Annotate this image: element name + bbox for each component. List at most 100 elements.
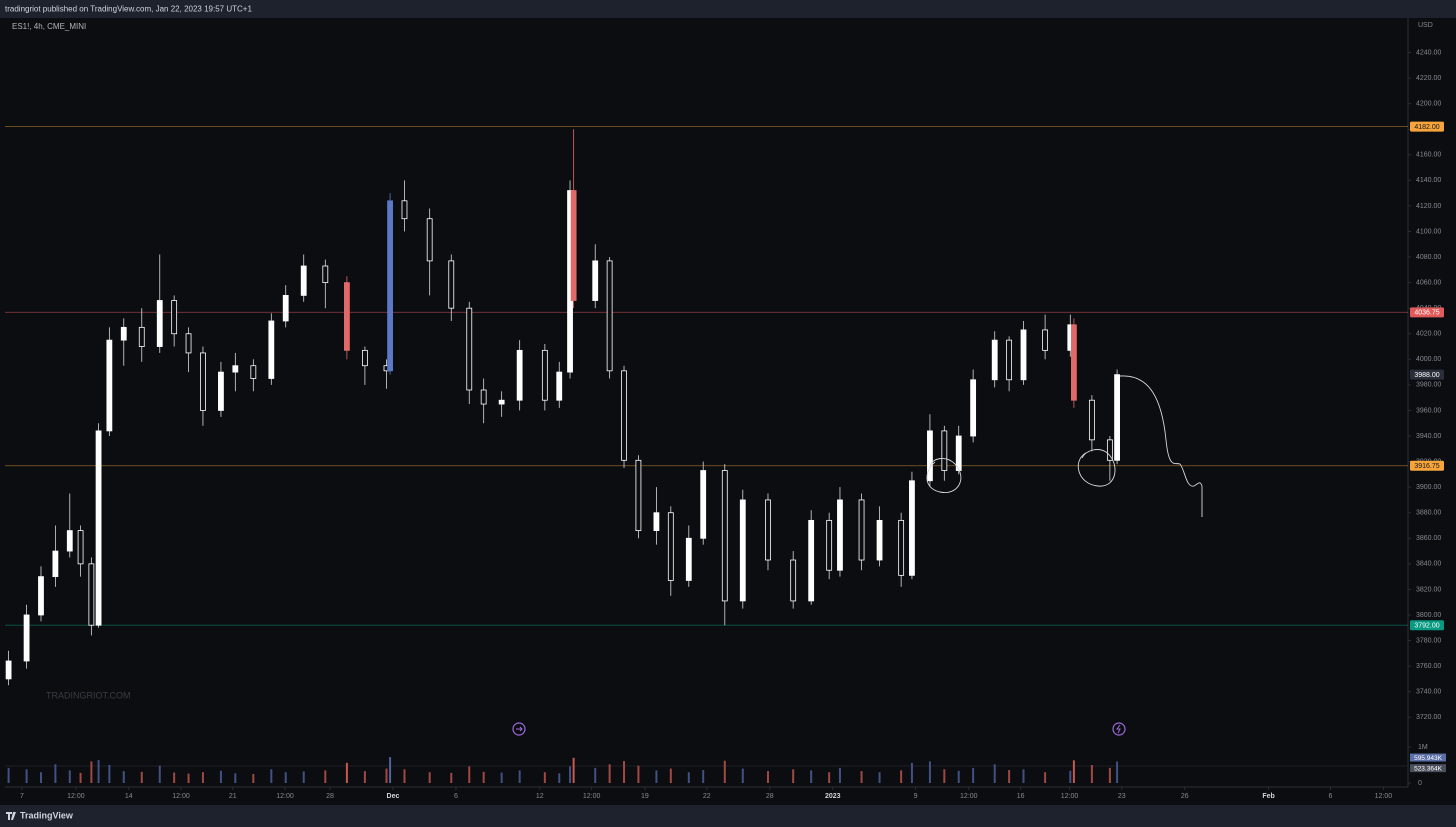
currency-label: USD xyxy=(1418,22,1433,29)
x-tick-label: 7 xyxy=(20,793,24,800)
volume-bar xyxy=(363,771,366,783)
candle-body xyxy=(250,365,257,379)
hand-circle xyxy=(1077,449,1116,487)
volume-bar xyxy=(1008,770,1011,783)
y-tick-label: 3840.00 xyxy=(1416,561,1441,568)
x-tick-label: 12:00 xyxy=(172,793,190,800)
volume-tag-label: 523.364K xyxy=(1414,765,1442,772)
candle-body xyxy=(106,339,113,432)
x-tick-label: 12 xyxy=(536,793,544,800)
price-tag-label: 4182.00 xyxy=(1414,124,1439,131)
x-tick-label: 12:00 xyxy=(1061,793,1079,800)
candle-body xyxy=(77,530,84,565)
volume-bar xyxy=(572,757,575,783)
candle-body xyxy=(322,265,329,284)
y-tick-label: 3940.00 xyxy=(1416,433,1441,440)
candle-body xyxy=(570,190,577,301)
volume-bar xyxy=(766,771,769,783)
y-tick-label: 4080.00 xyxy=(1416,254,1441,261)
candle-body xyxy=(38,576,44,616)
volume-bar xyxy=(608,764,611,783)
candle-body xyxy=(837,499,843,571)
volume-bar xyxy=(623,761,626,783)
candle-body xyxy=(23,614,30,662)
y-tick-label: 3860.00 xyxy=(1416,535,1441,542)
y-tick-label: 3900.00 xyxy=(1416,484,1441,491)
volume-bar xyxy=(655,770,658,783)
volume-bar xyxy=(187,773,190,783)
candle-body xyxy=(282,294,289,322)
volume-bar xyxy=(792,769,795,783)
candle-body xyxy=(218,371,224,411)
candle-body xyxy=(721,470,728,602)
volume-bar xyxy=(810,770,813,783)
x-tick-label: 2023 xyxy=(825,793,841,800)
candle-body xyxy=(909,480,915,576)
x-tick-label: 12:00 xyxy=(960,793,978,800)
price-tag xyxy=(1410,369,1444,380)
candle-body xyxy=(1006,339,1013,381)
candle-body xyxy=(876,519,883,561)
volume-bar xyxy=(860,771,863,783)
price-tag-label: 4036.75 xyxy=(1414,310,1439,317)
volume-bar xyxy=(385,768,388,783)
publisher-text: tradingriot published on TradingView.com… xyxy=(5,5,252,14)
price-tag-label: 3916.75 xyxy=(1414,463,1439,470)
candle-body xyxy=(5,660,12,680)
candle-body xyxy=(361,349,368,367)
volume-bar xyxy=(158,765,161,783)
y-tick-label: 4000.00 xyxy=(1416,356,1441,363)
event-icon xyxy=(1112,722,1126,736)
candle-body xyxy=(556,371,563,401)
x-tick-label: 23 xyxy=(1118,793,1126,800)
candle-body xyxy=(927,430,933,482)
candle-body xyxy=(448,260,455,309)
watermark: TRADINGRIOT.COM xyxy=(46,690,131,700)
volume-bar xyxy=(252,774,255,783)
volume-bar xyxy=(687,772,690,783)
price-tag xyxy=(1410,620,1444,631)
footer-bar xyxy=(0,805,1456,827)
candle-body xyxy=(653,512,660,532)
candle-body xyxy=(156,300,163,347)
y-tick-label: 4100.00 xyxy=(1416,228,1441,235)
volume-bar xyxy=(1069,770,1072,783)
x-tick-label: 6 xyxy=(454,793,458,800)
candle-body xyxy=(66,530,73,552)
candle-body xyxy=(826,519,833,571)
hand-projection xyxy=(1119,375,1203,517)
candle-body xyxy=(955,435,962,471)
candle-body xyxy=(480,389,487,405)
tv-logo xyxy=(6,812,16,820)
candle-body xyxy=(171,300,178,335)
symbol-label: ES1!, 4h, CME_MINI xyxy=(12,22,86,31)
y-tick-label: 3760.00 xyxy=(1416,663,1441,670)
y-tick-label: 3720.00 xyxy=(1416,714,1441,721)
candle-body xyxy=(268,320,275,379)
y-tick-label: 4160.00 xyxy=(1416,152,1441,159)
x-tick-label: 12:00 xyxy=(67,793,85,800)
candle-body xyxy=(592,260,599,301)
x-tick-label: 12:00 xyxy=(276,793,294,800)
y-tick-label: 3740.00 xyxy=(1416,689,1441,696)
volume-tick-label: 1M xyxy=(1418,744,1428,751)
y-tick-label: 4140.00 xyxy=(1416,177,1441,184)
volume-bar xyxy=(741,768,744,783)
volume-bar xyxy=(54,764,57,783)
x-tick-label: 28 xyxy=(326,793,334,800)
candle-body xyxy=(700,470,707,539)
candle-body xyxy=(232,365,239,373)
x-tick-label: Feb xyxy=(1262,793,1274,800)
volume-bar xyxy=(90,761,93,783)
candle-body xyxy=(300,265,307,296)
volume-bar xyxy=(79,772,82,783)
y-tick-label: 3880.00 xyxy=(1416,510,1441,517)
volume-bar xyxy=(838,767,841,783)
candle-body xyxy=(95,430,102,626)
x-tick-label: 22 xyxy=(703,793,711,800)
candle-body xyxy=(858,499,865,561)
volume-bar xyxy=(928,761,931,783)
volume-bar xyxy=(324,770,327,783)
